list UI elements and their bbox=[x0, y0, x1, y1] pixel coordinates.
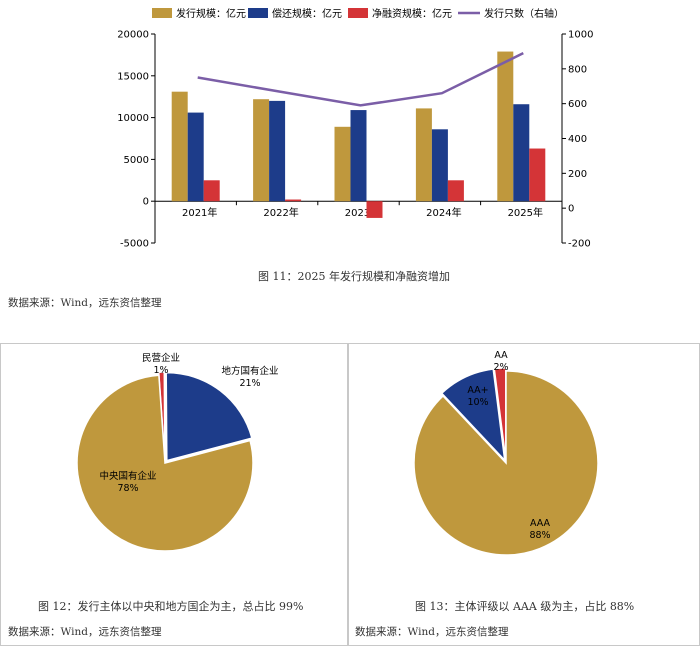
pie-right-label-2-pct: 88% bbox=[529, 530, 550, 541]
bar-repay bbox=[431, 129, 448, 202]
data-source-13: 数据来源：Wind，远东资信整理 bbox=[355, 626, 509, 638]
legend-swatch-net bbox=[348, 8, 368, 18]
pie-chart-issuer-type: 民营企业 1% 地方国有企业 21% 中央国有企业 78% bbox=[76, 352, 279, 552]
legend: 发行规模：亿元 偿还规模：亿元 净融资规模：亿元 发行只数（右轴） bbox=[152, 7, 564, 20]
pie-slice-1 bbox=[440, 368, 506, 463]
legend-swatch-repay bbox=[248, 8, 268, 18]
y2-tick-label: 200 bbox=[568, 169, 587, 180]
y2-tick-label: 400 bbox=[568, 134, 587, 145]
legend-label-net: 净融资规模：亿元 bbox=[372, 7, 452, 20]
bar-issue bbox=[415, 108, 432, 202]
figure-caption-13: 图 13：主体评级以 AAA 级为主，占比 88% bbox=[415, 600, 635, 613]
line-count bbox=[197, 52, 524, 107]
pie-left-label-1-name: 地方国有企业 bbox=[221, 365, 278, 377]
bar-repay bbox=[269, 100, 286, 202]
pie-panel-left bbox=[0, 343, 348, 646]
x-tick-label: 2025年 bbox=[508, 206, 543, 219]
bar-repay bbox=[350, 110, 367, 202]
pie-right-label-0-pct: 2% bbox=[493, 362, 508, 373]
y-tick-label: 15000 bbox=[117, 71, 149, 82]
bar-net bbox=[447, 180, 464, 202]
y2-tick-label: 1000 bbox=[568, 30, 593, 41]
bar-net bbox=[285, 199, 302, 202]
bar-net bbox=[203, 180, 220, 202]
bar-net bbox=[529, 148, 546, 202]
bar-issue bbox=[334, 126, 351, 202]
figure-caption-12: 图 12：发行主体以中央和地方国企为主，总占比 99% bbox=[38, 600, 304, 613]
pie-slice-2 bbox=[76, 374, 254, 552]
pie-right-label-1-pct: 10% bbox=[467, 397, 488, 408]
pie-slice-2 bbox=[413, 370, 599, 556]
bar-repay bbox=[187, 112, 204, 202]
x-tick-label: 2024年 bbox=[426, 206, 461, 219]
pie-right-label-0-name: AA bbox=[494, 350, 508, 361]
data-source-11: 数据来源：Wind，远东资信整理 bbox=[8, 297, 162, 309]
bar-net bbox=[366, 201, 383, 218]
bar-line-chart: 发行规模：亿元 偿还规模：亿元 净融资规模：亿元 发行只数（右轴） -5000 0… bbox=[117, 7, 593, 250]
y-tick-label: 0 bbox=[143, 197, 149, 208]
y-tick-label: 5000 bbox=[124, 155, 149, 166]
legend-swatch-issue bbox=[152, 8, 172, 18]
pie-left-label-2-pct: 78% bbox=[117, 483, 138, 494]
pie-chart-rating: AA 2% AA+ 10% AAA 88% bbox=[413, 350, 599, 556]
pie-slice-0 bbox=[493, 367, 507, 461]
y-tick-label: 20000 bbox=[117, 30, 149, 41]
y-tick-label: -5000 bbox=[120, 239, 149, 250]
x-tick-label: 2021年 bbox=[182, 206, 217, 219]
y2-tick-label: 0 bbox=[568, 204, 574, 215]
bar-issue bbox=[253, 99, 270, 202]
bar-issue bbox=[497, 51, 514, 202]
legend-label-issue: 发行规模：亿元 bbox=[176, 7, 246, 20]
x-tick-label: 2022年 bbox=[263, 206, 298, 219]
pie-left-label-2-name: 中央国有企业 bbox=[99, 470, 156, 482]
pie-left-label-0-name: 民营企业 bbox=[142, 352, 180, 364]
pie-slice-1 bbox=[165, 371, 253, 462]
pie-right-label-1-name: AA+ bbox=[467, 385, 488, 396]
y2-tick-label: 800 bbox=[568, 64, 587, 75]
pie-left-label-1-pct: 21% bbox=[239, 378, 260, 389]
figure-caption-11: 图 11：2025 年发行规模和净融资增加 bbox=[258, 270, 450, 283]
data-source-12: 数据来源：Wind，远东资信整理 bbox=[8, 626, 162, 638]
legend-label-count: 发行只数（右轴） bbox=[484, 7, 564, 20]
bar-issue bbox=[171, 91, 188, 202]
y2-tick-label: -200 bbox=[568, 239, 591, 250]
y2-tick-label: 600 bbox=[568, 99, 587, 110]
legend-label-repay: 偿还规模：亿元 bbox=[272, 7, 342, 20]
pie-left-label-0-pct: 1% bbox=[153, 365, 168, 376]
y-tick-label: 10000 bbox=[117, 113, 149, 124]
pie-right-label-2-name: AAA bbox=[530, 518, 551, 529]
bar-repay bbox=[513, 104, 530, 202]
